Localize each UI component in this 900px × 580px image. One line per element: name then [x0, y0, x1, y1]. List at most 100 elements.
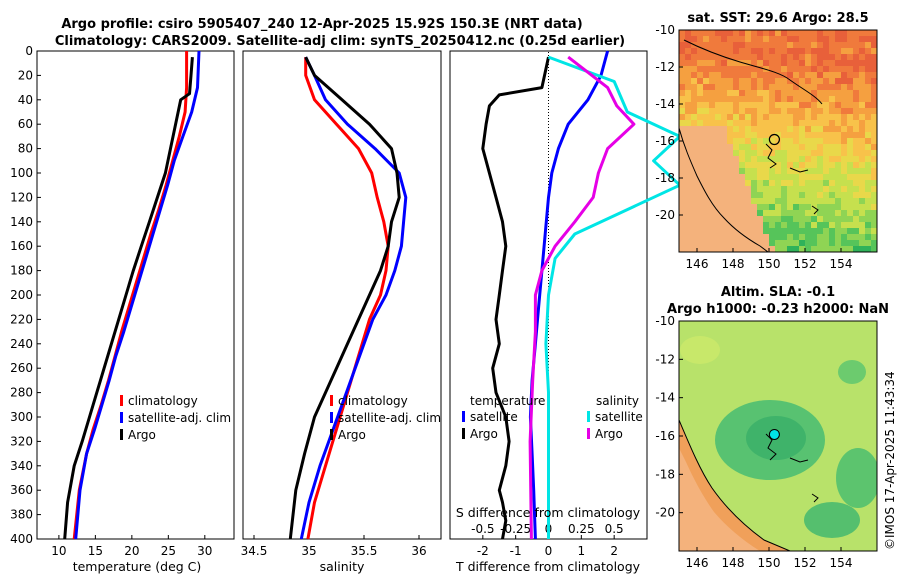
sst-cell	[709, 54, 715, 60]
sst-cell	[715, 78, 721, 84]
sst-cell	[769, 114, 775, 120]
sst-cell	[811, 138, 817, 144]
sst-cell	[793, 246, 799, 252]
sst-cell	[823, 144, 829, 150]
sst-cell	[685, 42, 691, 48]
sst-cell	[739, 66, 745, 72]
sst-cell	[817, 36, 823, 42]
sst-cell	[799, 102, 805, 108]
sst-cell	[691, 66, 697, 72]
sst-cell	[835, 198, 841, 204]
sst-cell	[823, 216, 829, 222]
sst-cell	[847, 84, 853, 90]
sst-cell	[751, 90, 757, 96]
sst-cell	[739, 162, 745, 168]
sst-cell	[685, 48, 691, 54]
sst-cell	[805, 120, 811, 126]
sst-cell	[763, 228, 769, 234]
sst-cell	[769, 72, 775, 78]
land-coastal-orange	[679, 420, 790, 551]
sst-cell	[781, 48, 787, 54]
sst-cell	[805, 36, 811, 42]
sst-cell	[715, 48, 721, 54]
sst-cell	[709, 60, 715, 66]
sst-cell	[823, 78, 829, 84]
sst-cell	[745, 102, 751, 108]
sst-cell	[733, 54, 739, 60]
sla-map: Altim. SLA: -0.1 Argo h1000: -0.23 h2000…	[655, 285, 889, 570]
sst-cell	[769, 126, 775, 132]
sst-cell	[805, 126, 811, 132]
sst-cell	[733, 30, 739, 36]
sst-cell	[733, 126, 739, 132]
sst-cell	[835, 222, 841, 228]
sst-cell	[829, 192, 835, 198]
sst-cell	[823, 42, 829, 48]
t-diff-tick-label: 1	[578, 544, 586, 558]
sst-cell	[727, 126, 733, 132]
sst-cell	[853, 228, 859, 234]
sst-cell	[739, 126, 745, 132]
sst-cell	[703, 78, 709, 84]
sst-cell	[865, 222, 871, 228]
sst-cell	[793, 66, 799, 72]
sst-cell	[859, 144, 865, 150]
sst-cell	[751, 156, 757, 162]
sst-cell	[715, 36, 721, 42]
depth-tick-label: 340	[10, 459, 33, 473]
sst-cell	[757, 204, 763, 210]
sst-cell	[865, 72, 871, 78]
sst-heatmap-cells	[679, 30, 877, 252]
sst-cell	[793, 102, 799, 108]
sst-cell	[703, 108, 709, 114]
depth-tick-label: 380	[10, 508, 33, 522]
sst-cell	[871, 162, 877, 168]
sst-cell	[685, 60, 691, 66]
sst-cell	[829, 156, 835, 162]
sst-cell	[757, 156, 763, 162]
sst-cell	[805, 204, 811, 210]
sst-cell	[841, 90, 847, 96]
sst-map-title: sat. SST: 29.6 Argo: 28.5	[687, 11, 868, 26]
sst-cell	[691, 108, 697, 114]
sst-cell	[679, 42, 685, 48]
sst-cell	[781, 204, 787, 210]
sst-cell	[763, 42, 769, 48]
sst-cell	[811, 90, 817, 96]
sst-cell	[859, 126, 865, 132]
sst-cell	[799, 150, 805, 156]
sst-cell	[841, 120, 847, 126]
temperature-panel: 0 20 40 60 80 100 120 140 160 180 200 220 240 260 280 3…	[10, 44, 235, 574]
depth-tick-label: 120	[10, 190, 33, 204]
sst-cell	[799, 66, 805, 72]
sst-cell	[751, 144, 757, 150]
sst-cell	[823, 156, 829, 162]
sst-cell	[823, 84, 829, 90]
sst-cell	[781, 186, 787, 192]
sst-cell	[763, 162, 769, 168]
sst-cell	[733, 78, 739, 84]
sst-cell	[745, 180, 751, 186]
sst-cell	[841, 54, 847, 60]
sst-cell	[871, 114, 877, 120]
series-climatology	[304, 57, 390, 540]
sst-cell	[835, 228, 841, 234]
sst-cell	[775, 222, 781, 228]
sst-cell	[835, 234, 841, 240]
sst-cell	[811, 156, 817, 162]
sst-cell	[775, 120, 781, 126]
depth-tick-label: 160	[10, 239, 33, 253]
sst-cell	[793, 120, 799, 126]
sst-cell	[859, 228, 865, 234]
sla-map-ticks: 146 148 150 152 154 -10 -12 -14 -16 -18 -20	[655, 314, 852, 570]
sst-cell	[817, 168, 823, 174]
depth-tick-label: 20	[18, 68, 33, 82]
sst-cell	[799, 162, 805, 168]
sst-cell	[859, 198, 865, 204]
sst-cell	[829, 246, 835, 252]
sst-cell	[697, 84, 703, 90]
sst-cell	[865, 96, 871, 102]
sst-cell	[763, 54, 769, 60]
sst-cell	[847, 228, 853, 234]
sst-cell	[805, 48, 811, 54]
